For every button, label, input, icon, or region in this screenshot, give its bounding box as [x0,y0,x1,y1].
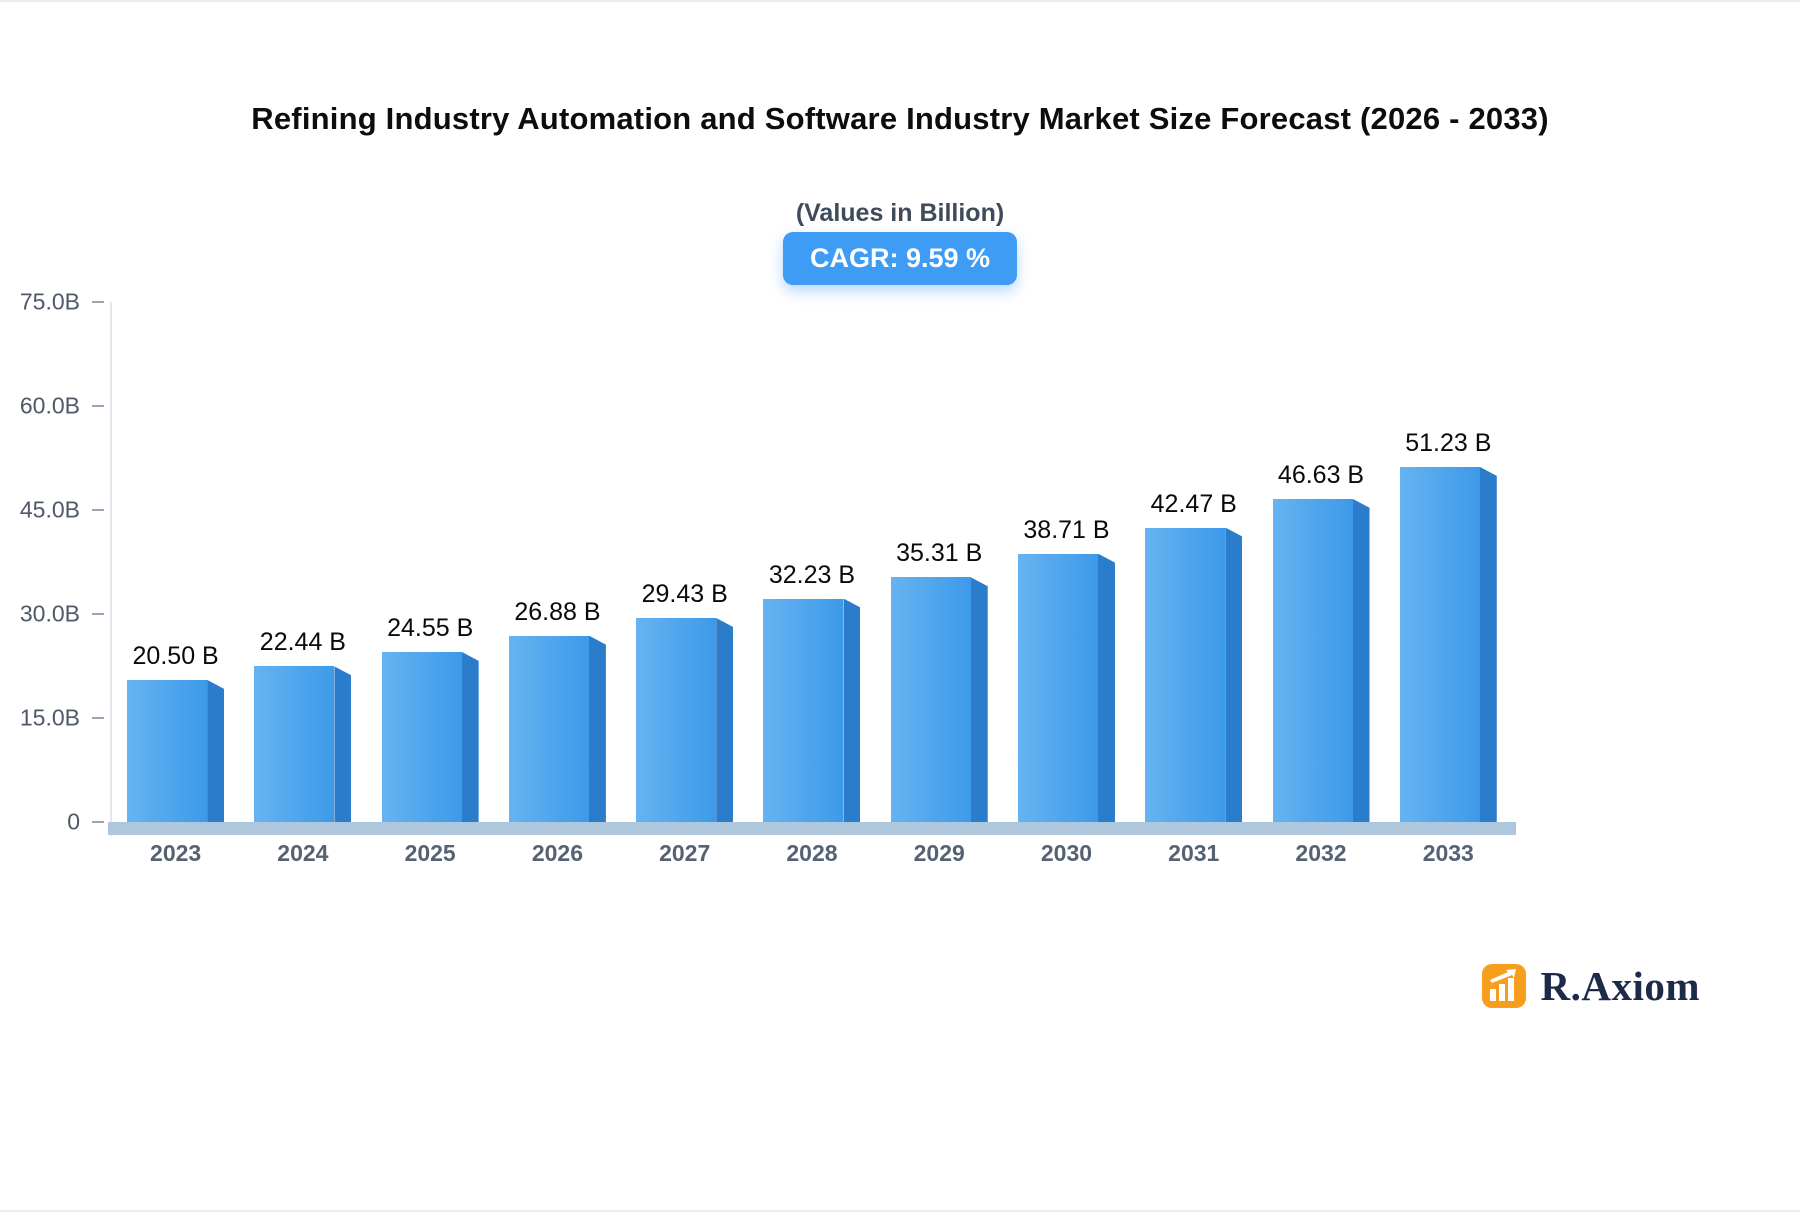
x-axis-label-2025: 2025 [404,840,456,866]
bar-side-face [207,679,225,822]
bar-2029 [890,577,988,822]
y-tick-label: 0 [67,808,80,835]
bars-row: 20.50 B 22.44 B 24.55 B 26.88 B 29.43 B 32.23… [112,302,1512,822]
bar-front-face [636,618,717,822]
bar-group-2029: 35.31 B [876,302,1003,822]
bar-front-face [1272,498,1353,822]
y-axis: 75.0B 60.0B 45.0B 30.0B 15.0B 0 [0,289,110,835]
bar-chart-figure: 75.0B 60.0B 45.0B 30.0B 15.0B 0 20.50 B 22.44 … [0,289,1800,882]
plot-area: 20.50 B 22.44 B 24.55 B 26.88 B 29.43 B 32.23… [108,302,1516,835]
x-axis-label-2033: 2033 [1422,840,1474,866]
bar-value-label: 38.71 B [1023,515,1110,544]
y-tick-mark [92,405,104,407]
bar-front-face [508,635,589,822]
bar-value-label: 46.63 B [1277,460,1365,489]
bar-side-face [461,651,479,822]
bar-front-face [254,666,335,822]
bar-value-label: 42.47 B [1150,489,1237,518]
y-tick-mark [92,509,104,511]
bar-group-2031: 42.47 B [1130,302,1257,822]
chart-floor [108,822,1516,835]
bar-side-face [843,598,861,822]
chart-title: Refining Industry Automation and Softwar… [251,101,1549,136]
x-axis-label-2024: 2024 [277,840,329,866]
x-axis-label-2023: 2023 [150,840,202,866]
y-tick-mark [92,717,104,719]
bar-group-2026: 26.88 B [494,302,621,822]
bar-side-face [588,635,606,822]
bar-front-face [1145,527,1226,822]
bar-front-face [1399,466,1480,822]
x-axis-labels: 2023 2024 2025 2026 2027 2028 2029 2030 2031 2032… [112,840,1512,867]
bar-group-2032: 46.63 B [1258,302,1385,822]
bar-value-label: 20.50 B [132,641,219,670]
x-axis-label-2026: 2026 [531,840,583,866]
y-tick-mark [92,821,104,823]
bar-side-face [1352,498,1370,822]
y-tick-mark [92,301,104,303]
y-tick-label: 75.0B [19,288,80,315]
bar-group-2033: 51.23 B [1385,302,1512,822]
bar-value-label: 51.23 B [1405,428,1492,457]
bar-front-face [763,598,844,822]
bar-2027 [636,618,734,822]
bar-side-face [1479,466,1497,822]
bar-value-label: 26.88 B [514,597,601,626]
bar-2023 [127,679,225,822]
bar-group-2023: 20.50 B [112,302,239,822]
bar-group-2027: 29.43 B [621,302,748,822]
logo-text: R.Axiom [1540,963,1700,1009]
bar-front-face [890,577,971,822]
bar-2033 [1399,466,1497,822]
bar-2026 [508,635,606,822]
y-axis-line [110,302,112,836]
bar-group-2030: 38.71 B [1003,302,1130,822]
x-axis-label-2029: 2029 [913,840,965,866]
bar-side-face [1225,527,1243,822]
bar-2028 [763,598,861,822]
x-axis-label-2031: 2031 [1168,840,1220,866]
bar-front-face [1017,553,1098,822]
bar-value-label: 22.44 B [259,628,346,657]
bar-value-label: 35.31 B [896,539,983,568]
bar-group-2024: 22.44 B [239,302,366,822]
bar-value-label: 29.43 B [641,580,728,608]
bar-side-face [716,618,734,822]
raxiom-logo: R.Axiom [1480,962,1700,1010]
bar-front-face [381,651,462,822]
x-axis-label-2027: 2027 [659,840,711,866]
y-tick-label: 45.0B [19,496,80,523]
bar-chart-logo-icon [1482,964,1527,1008]
bar-2031 [1145,527,1243,822]
y-tick-mark [92,613,104,615]
bar-side-face [970,577,988,822]
x-axis-label-2030: 2030 [1040,840,1093,866]
bar-value-label: 24.55 B [387,613,474,642]
bar-2030 [1017,553,1115,822]
y-tick-label: 60.0B [19,392,80,419]
bar-front-face [127,679,208,822]
bar-group-2025: 24.55 B [367,302,494,822]
bar-group-2028: 32.23 B [748,302,875,822]
bar-side-face [334,666,352,822]
x-axis-label-2028: 2028 [786,840,838,866]
y-tick-label: 15.0B [19,704,80,731]
bar-2032 [1272,498,1370,822]
bar-2024 [254,666,352,822]
bar-2025 [381,651,479,822]
x-axis-label-2032: 2032 [1295,840,1347,866]
y-tick-label: 30.0B [19,600,80,627]
bar-value-label: 32.23 B [768,560,856,589]
chart-subtitle: (Values in Billion) [795,199,1005,227]
cagr-badge: CAGR: 9.59 % [782,232,1018,285]
bar-side-face [1097,553,1115,822]
